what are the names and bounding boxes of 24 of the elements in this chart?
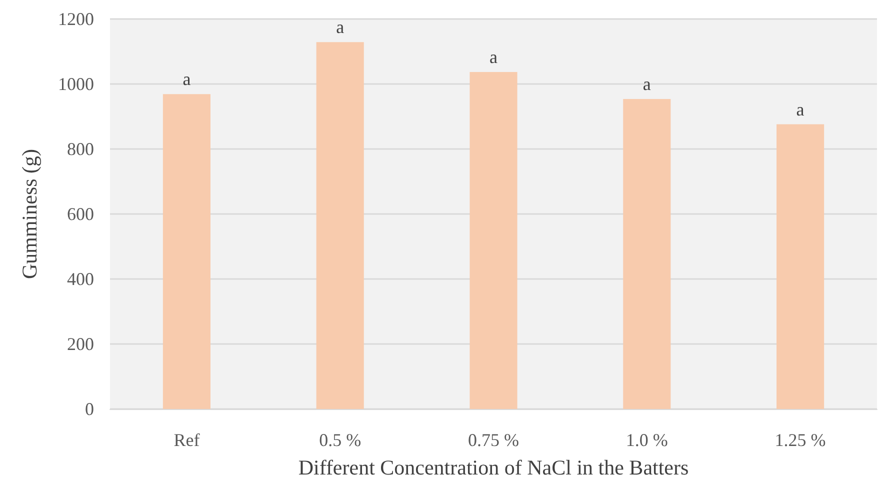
annotation: a — [336, 17, 344, 38]
bar — [162, 94, 210, 409]
x-tick-label: 1.25 % — [774, 430, 826, 450]
bar — [470, 72, 518, 409]
x-tick-label: 0.5 % — [319, 430, 362, 450]
annotation: a — [796, 99, 804, 120]
y-tick-label: 0 — [85, 399, 94, 419]
y-tick-label: 800 — [67, 139, 94, 159]
y-tick-label: 600 — [67, 204, 94, 224]
y-tick-label: 400 — [67, 269, 94, 289]
annotation: a — [642, 74, 651, 94]
annotation: a — [490, 46, 498, 67]
y-axis-title: Gumminess (g) — [18, 148, 42, 280]
x-tick-label: Ref — [174, 430, 200, 450]
bar — [776, 124, 824, 409]
y-tick-label: 200 — [67, 334, 94, 354]
annotation: a — [182, 69, 191, 90]
x-axis-title: Different Concentration of NaCl in the Batters — [298, 456, 689, 480]
y-tick-label: 1000 — [58, 74, 94, 94]
x-tick-label: 1.0 % — [626, 430, 668, 450]
bar — [316, 42, 364, 409]
y-tick-label: 1200 — [58, 9, 94, 29]
bar — [623, 98, 671, 409]
x-tick-label: 0.75 % — [468, 430, 519, 450]
